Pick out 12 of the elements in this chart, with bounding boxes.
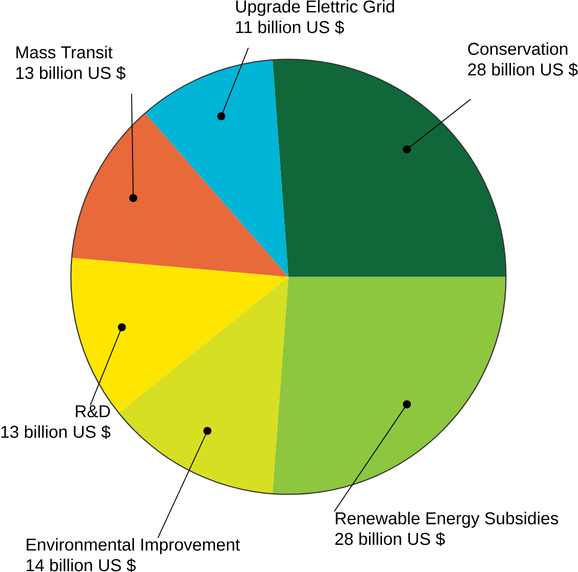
slice-label: Upgrade Elettric Grid bbox=[236, 0, 394, 16]
slice-label: Mass Transit bbox=[16, 46, 113, 58]
data-label: 13 billion US $ bbox=[16, 66, 126, 80]
slice-label: Environmental Improvement bbox=[26, 538, 240, 554]
slice-label: R&D bbox=[76, 405, 110, 418]
data-label: 13 billion US $ bbox=[1, 424, 110, 439]
data-label: 28 billion US $ bbox=[335, 532, 445, 546]
slice-label: Renewable Energy Subsidies bbox=[336, 512, 558, 528]
data-label: 14 billion US $ bbox=[26, 558, 136, 572]
data-label: 11 billion US $ bbox=[236, 20, 344, 34]
slice-label: Conservation bbox=[468, 42, 568, 55]
data-label: 28 billion US $ bbox=[468, 62, 578, 76]
